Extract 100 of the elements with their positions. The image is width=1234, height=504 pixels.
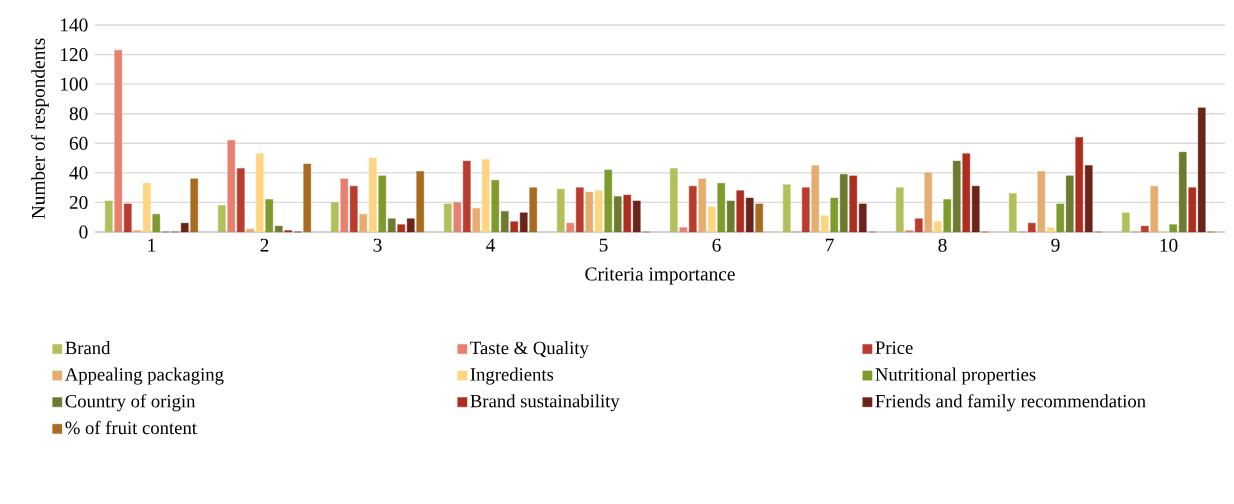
bar <box>688 185 697 233</box>
bar <box>1084 165 1093 233</box>
bar <box>1122 212 1130 233</box>
bar <box>510 221 519 233</box>
bar <box>303 163 312 233</box>
x-tick-label: 9 <box>1051 238 1060 252</box>
legend-label: Brand <box>65 341 111 355</box>
bar <box>255 153 264 233</box>
bar <box>1037 171 1046 233</box>
bar <box>717 183 726 233</box>
bar <box>359 214 368 233</box>
bar <box>914 218 923 233</box>
bar <box>180 222 189 233</box>
bar <box>952 160 961 233</box>
bar <box>801 187 810 233</box>
bar <box>849 175 858 233</box>
bar <box>1169 224 1178 233</box>
bar <box>1178 151 1187 233</box>
x-tick-label: 3 <box>373 238 382 252</box>
bar <box>190 178 199 233</box>
legend-label: % of fruit content <box>65 420 197 435</box>
bar <box>123 203 132 233</box>
bar <box>669 168 678 233</box>
y-axis-title: Number of respondents <box>31 38 49 219</box>
bar <box>839 174 848 233</box>
bar <box>924 172 933 233</box>
bar <box>481 159 490 233</box>
y-tick-label: 0 <box>79 225 88 239</box>
bar <box>566 222 575 233</box>
bar <box>1065 175 1074 233</box>
bar <box>1188 187 1197 233</box>
legend-label: Country of origin <box>65 394 196 412</box>
legend-label: Taste & Quality <box>470 341 589 359</box>
bar <box>416 171 425 233</box>
legend-label: Nutritional properties <box>875 367 1036 385</box>
bar <box>368 157 377 233</box>
x-tick-label: 1 <box>148 238 156 252</box>
bar <box>811 165 820 233</box>
x-tick-label: 5 <box>599 238 608 252</box>
bar <box>340 178 349 233</box>
bar <box>349 185 358 233</box>
y-tick-label: 120 <box>60 48 88 62</box>
bar <box>575 187 584 233</box>
bar <box>613 196 622 233</box>
bar <box>462 160 471 233</box>
bar <box>443 203 452 233</box>
bar <box>820 215 829 233</box>
y-tick-label: 80 <box>69 107 88 121</box>
bar <box>830 197 839 233</box>
legend-label: Ingredients <box>470 367 554 385</box>
x-tick-label: 10 <box>1160 238 1178 252</box>
bar <box>745 197 754 233</box>
x-tick-label: 7 <box>825 238 834 252</box>
bar <box>519 212 528 233</box>
bar <box>736 190 745 233</box>
bar <box>265 199 274 233</box>
bar <box>962 153 971 233</box>
y-tick-label: 100 <box>60 77 88 91</box>
y-tick-label: 60 <box>69 136 88 150</box>
bar <box>104 200 113 233</box>
bar <box>114 49 123 233</box>
bar <box>406 218 415 233</box>
bar <box>1056 203 1065 233</box>
bar <box>236 168 245 233</box>
bar <box>1197 107 1206 233</box>
bar <box>472 208 481 233</box>
bar <box>1150 185 1159 233</box>
bar <box>246 228 255 233</box>
legend-label: Friends and family recommendation <box>875 394 1146 412</box>
bar <box>453 202 462 233</box>
bar <box>227 140 236 233</box>
bar <box>679 227 688 233</box>
legend-label: Price <box>875 341 913 354</box>
bar <box>604 169 613 233</box>
bar <box>397 224 406 233</box>
bar <box>726 200 735 233</box>
bar <box>943 199 952 233</box>
bar <box>895 187 904 233</box>
bar <box>387 218 396 233</box>
x-tick-label: 4 <box>486 238 496 252</box>
y-tick-label: 140 <box>60 18 88 32</box>
bar <box>782 184 791 233</box>
bar <box>491 180 500 233</box>
bar <box>858 203 867 233</box>
bar <box>623 194 632 233</box>
y-tick-label: 20 <box>69 195 88 209</box>
bar <box>1075 137 1084 233</box>
bar <box>529 187 538 233</box>
legend-label: Appealing packaging <box>65 367 224 385</box>
bar <box>698 178 707 233</box>
bar <box>142 183 151 233</box>
y-tick-label: 40 <box>69 166 88 180</box>
bar <box>1140 225 1149 233</box>
x-tick-label: 8 <box>938 238 947 252</box>
bar <box>378 175 387 233</box>
bar <box>585 191 594 233</box>
bar <box>152 214 161 233</box>
legend-label: Brand sustainability <box>470 394 620 412</box>
bar <box>1027 222 1036 233</box>
bar <box>755 203 764 233</box>
